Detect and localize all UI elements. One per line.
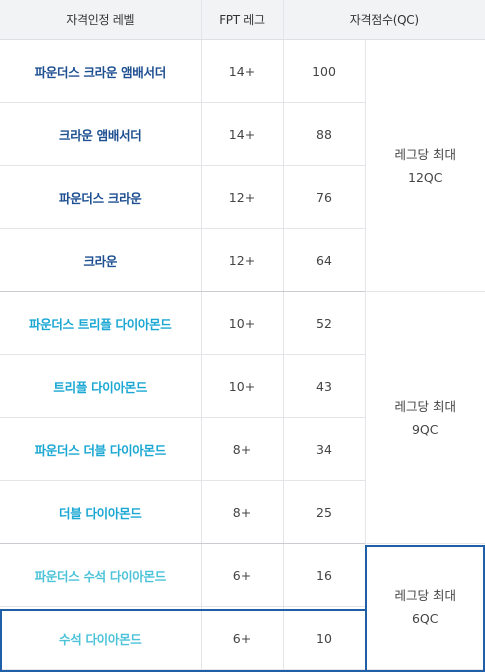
table-row: 수석 다이아몬드 6+ 10 <box>0 606 485 670</box>
fpt-value: 10+ <box>200 291 283 355</box>
level-name: 파운더스 더블 다이아몬드 <box>0 417 201 481</box>
leg-max-label: 레그당 최대 <box>394 398 456 414</box>
score-value: 64 <box>282 228 365 292</box>
table-row: 크라운 12+ 64 <box>0 228 485 292</box>
leg-max-label: 레그당 최대 <box>394 146 456 162</box>
score-value: 34 <box>282 417 365 481</box>
fpt-value: 14+ <box>200 102 283 166</box>
table-row: 트리플 다이아몬드 10+ 43 <box>0 354 485 418</box>
fpt-value: 12+ <box>200 228 283 292</box>
table-row: 파운더스 크라운 12+ 76 <box>0 165 485 229</box>
table-header-row: 자격인정 레벨 FPT 레그 자격점수(QC) <box>0 0 485 40</box>
score-value: 76 <box>282 165 365 229</box>
fpt-value: 8+ <box>200 417 283 481</box>
score-value: 88 <box>282 102 365 166</box>
score-value: 43 <box>282 354 365 418</box>
fpt-value: 6+ <box>200 543 283 607</box>
level-name: 트리플 다이아몬드 <box>0 354 201 418</box>
level-name: 파운더스 수석 다이아몬드 <box>0 543 201 607</box>
level-name: 파운더스 크라운 <box>0 165 201 229</box>
leg-max-12qc: 레그당 최대 12QC <box>364 39 485 292</box>
table-row: 파운더스 수석 다이아몬드 6+ 16 레그당 최대 6QC <box>0 543 485 670</box>
fpt-value: 14+ <box>200 39 283 103</box>
leg-max-label: 레그당 최대 <box>394 587 456 603</box>
leg-max-value: 6QC <box>411 610 439 626</box>
header-qualification-score: 자격점수(QC) <box>282 0 485 40</box>
header-fpt-leg: FPT 레그 <box>200 0 283 40</box>
fpt-value: 10+ <box>200 354 283 418</box>
level-name: 크라운 <box>0 228 201 292</box>
leg-max-value: 12QC <box>408 169 443 185</box>
table-row: 더블 다이아몬드 8+ 25 <box>0 480 485 544</box>
level-name: 파운더스 크라운 앰배서더 <box>0 39 201 103</box>
table-row: 파운더스 더블 다이아몬드 8+ 34 <box>0 417 485 481</box>
leg-max-6qc: 레그당 최대 6QC <box>364 543 485 670</box>
level-name: 파운더스 트리플 다이아몬드 <box>0 291 201 355</box>
fpt-value: 12+ <box>200 165 283 229</box>
table-row: 크라운 앰배서더 14+ 88 <box>0 102 485 166</box>
level-name: 수석 다이아몬드 <box>0 606 201 670</box>
fpt-value: 6+ <box>200 606 283 670</box>
leg-max-value: 9QC <box>411 421 439 437</box>
level-name: 크라운 앰배서더 <box>0 102 201 166</box>
leg-max-9qc: 레그당 최대 9QC <box>364 291 485 544</box>
score-value: 100 <box>282 39 365 103</box>
level-name: 더블 다이아몬드 <box>0 480 201 544</box>
score-value: 52 <box>282 291 365 355</box>
table-row: 파운더스 트리플 다이아몬드 10+ 52 레그당 최대 9QC <box>0 291 485 544</box>
fpt-value: 8+ <box>200 480 283 544</box>
table-row: 파운더스 크라운 앰배서더 14+ 100 레그당 최대 12QC <box>0 39 485 292</box>
header-level: 자격인정 레벨 <box>0 0 201 40</box>
score-value: 16 <box>282 543 365 607</box>
score-value: 25 <box>282 480 365 544</box>
score-value: 10 <box>282 606 365 670</box>
